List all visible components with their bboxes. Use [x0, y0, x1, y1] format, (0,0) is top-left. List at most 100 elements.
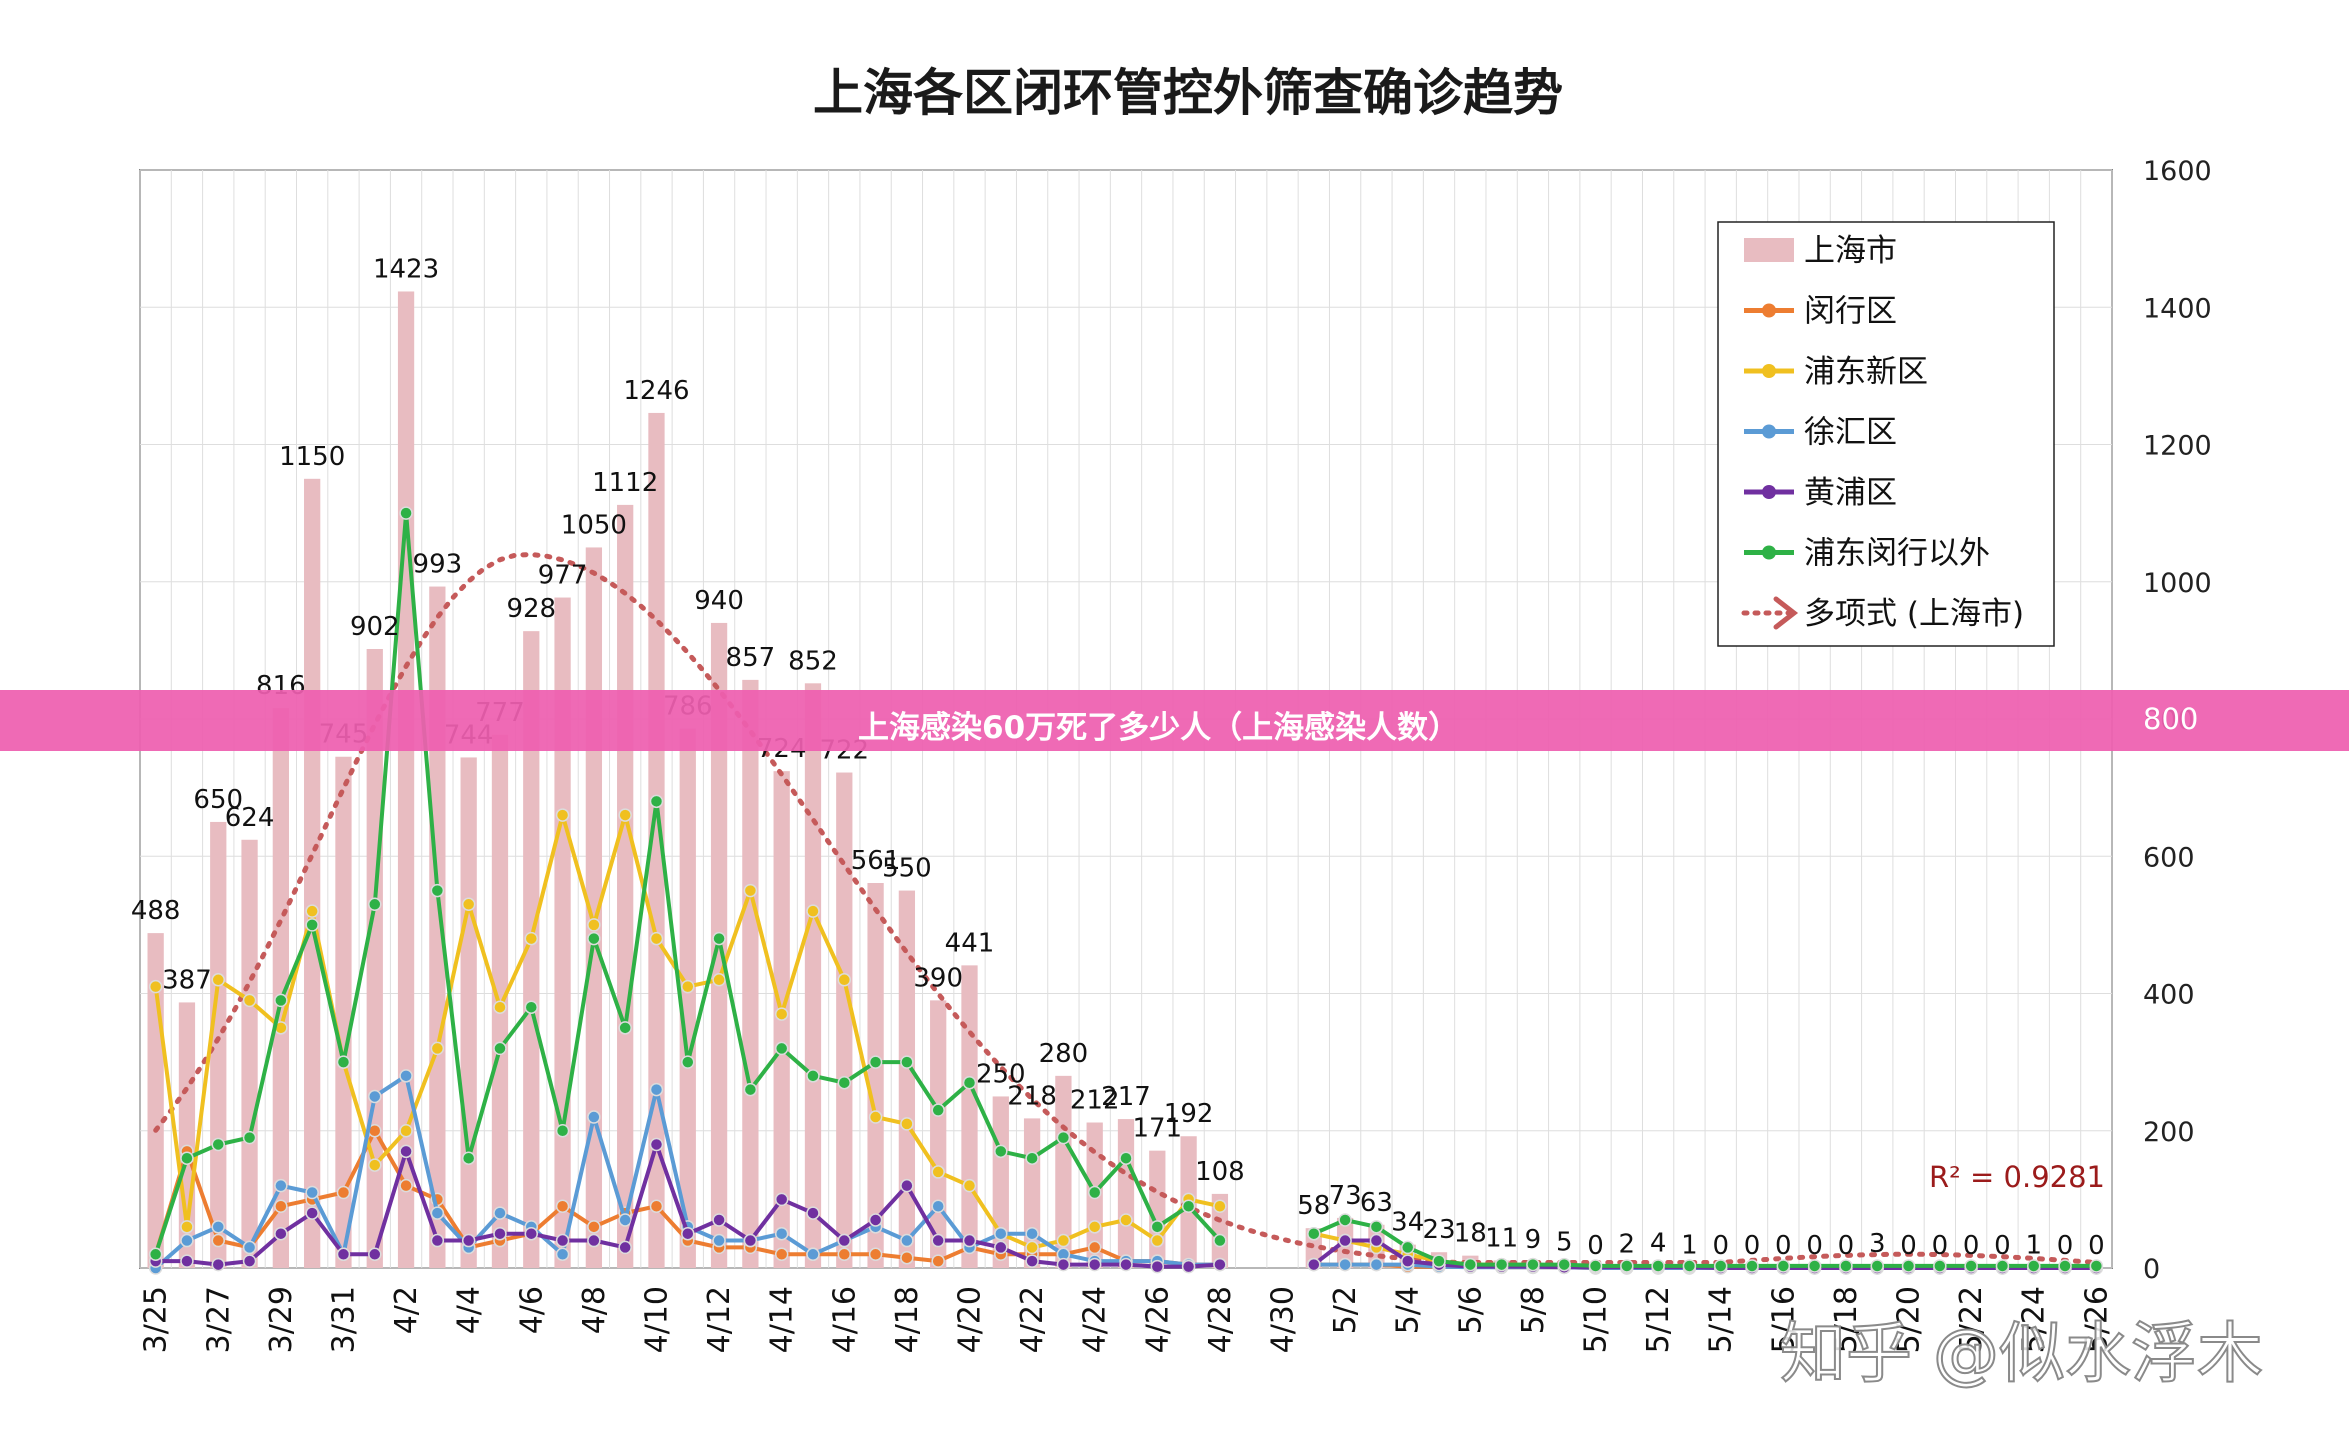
- series-point: [1307, 1257, 1321, 1272]
- series-point: [931, 1165, 945, 1179]
- x-tick-label: 4/24: [1078, 1286, 1113, 1353]
- series-point: [274, 1199, 288, 1213]
- series-point: [1682, 1259, 1697, 1273]
- series-point: [1150, 1220, 1165, 1234]
- series-point: [712, 1213, 726, 1227]
- series-point: [868, 1213, 883, 1227]
- series-point: [712, 931, 726, 946]
- x-tick-label: 3/31: [326, 1286, 361, 1353]
- bar-data-label: 212: [1070, 1086, 1120, 1116]
- x-tick-label: 4/4: [452, 1286, 487, 1334]
- series-point: [900, 1055, 914, 1069]
- series-point: [1526, 1257, 1540, 1272]
- banner-tick-label: 800: [2143, 702, 2199, 736]
- x-tick-label: 5/22: [1954, 1286, 1989, 1353]
- y-tick-label: 1600: [2143, 156, 2212, 187]
- series-point: [2058, 1259, 2072, 1273]
- series-point: [1494, 1257, 1509, 1272]
- series-point: [242, 1130, 257, 1145]
- series-point: [868, 1110, 883, 1124]
- bar-data-label: 993: [413, 550, 463, 580]
- series-point: [962, 1233, 977, 1248]
- series-point: [180, 1254, 194, 1268]
- series-point: [211, 1220, 226, 1234]
- y-tick-label: 600: [2143, 842, 2195, 873]
- series-point: [2089, 1259, 2104, 1273]
- series-point: [399, 506, 413, 520]
- series-point: [837, 973, 852, 987]
- bar-data-label: 0: [1900, 1231, 1917, 1261]
- x-tick-label: 5/24: [2017, 1286, 2052, 1353]
- series-point: [461, 897, 476, 912]
- series-point: [649, 794, 664, 809]
- bar-data-label: 0: [1994, 1231, 2011, 1261]
- overlay-banner: [0, 690, 2349, 751]
- series-point: [180, 1151, 194, 1165]
- x-tick-label: 4/10: [639, 1286, 674, 1353]
- series-point: [1776, 1259, 1791, 1273]
- series-point: [1400, 1240, 1415, 1255]
- banner-text: 上海感染60万死了多少人（上海感染人数）: [858, 710, 1460, 746]
- series-point: [1369, 1233, 1384, 1248]
- bar-data-label: 1112: [592, 468, 658, 498]
- series-point: [649, 1082, 664, 1097]
- bar-data-label: 2: [1619, 1230, 1636, 1260]
- bar-data-label: 977: [538, 561, 588, 591]
- bar-data-label: 1150: [279, 442, 345, 472]
- series-point: [931, 1199, 945, 1213]
- series-point: [900, 1117, 914, 1131]
- series-point: [900, 1250, 914, 1265]
- legend-symbol-marker: [1762, 364, 1776, 378]
- bar: [617, 504, 634, 1268]
- series-point: [148, 979, 163, 994]
- bar-data-label: 561: [851, 846, 901, 876]
- series-point: [305, 1206, 319, 1220]
- series-point: [1995, 1259, 2010, 1273]
- y-tick-label: 0: [2143, 1254, 2160, 1285]
- x-tick-label: 5/6: [1453, 1286, 1488, 1334]
- series-point: [618, 1213, 632, 1227]
- x-tick-label: 3/25: [139, 1286, 174, 1353]
- x-tick-label: 4/30: [1266, 1286, 1301, 1353]
- x-tick-label: 5/2: [1328, 1286, 1363, 1334]
- x-tick-label: 4/28: [1203, 1286, 1238, 1353]
- series-point: [430, 883, 445, 898]
- series-point: [1745, 1259, 1759, 1273]
- bar-data-label: 280: [1039, 1039, 1089, 1069]
- series-point: [1557, 1257, 1571, 1272]
- series-point: [524, 931, 539, 946]
- series-point: [1181, 1259, 1196, 1274]
- bar-data-label: 0: [1744, 1231, 1761, 1261]
- bar-data-label: 23: [1422, 1215, 1455, 1245]
- series-point: [1807, 1259, 1822, 1273]
- series-point: [649, 1199, 664, 1213]
- bar: [1211, 1193, 1229, 1268]
- series-point: [1400, 1254, 1415, 1268]
- bar-data-label: 902: [350, 612, 400, 642]
- series-point: [1213, 1257, 1227, 1272]
- series-point: [555, 1247, 570, 1262]
- x-tick-label: 4/12: [702, 1286, 737, 1353]
- bar-data-label: 0: [1587, 1231, 1604, 1261]
- series-point: [587, 918, 601, 932]
- bar-data-label: 171: [1132, 1114, 1182, 1144]
- series-point: [211, 1233, 226, 1248]
- series-point: [994, 1144, 1008, 1159]
- bar: [742, 679, 759, 1268]
- series-point: [994, 1226, 1008, 1241]
- series-point: [211, 973, 226, 987]
- series-point: [336, 1185, 351, 1200]
- bar-data-label: 550: [882, 854, 932, 884]
- bar-data-label: 0: [2057, 1231, 2074, 1261]
- series-point: [242, 1254, 257, 1268]
- bar-data-label: 0: [1712, 1231, 1729, 1261]
- y-tick-label: 1200: [2143, 431, 2212, 462]
- series-point: [1025, 1151, 1039, 1165]
- series-point: [806, 1247, 820, 1262]
- series-point: [1087, 1185, 1102, 1200]
- x-tick-label: 5/16: [1766, 1286, 1801, 1353]
- legend-label: 闵行区: [1804, 294, 1897, 330]
- series-point: [555, 1199, 570, 1213]
- series-point: [1056, 1233, 1071, 1248]
- series-point: [1150, 1233, 1165, 1248]
